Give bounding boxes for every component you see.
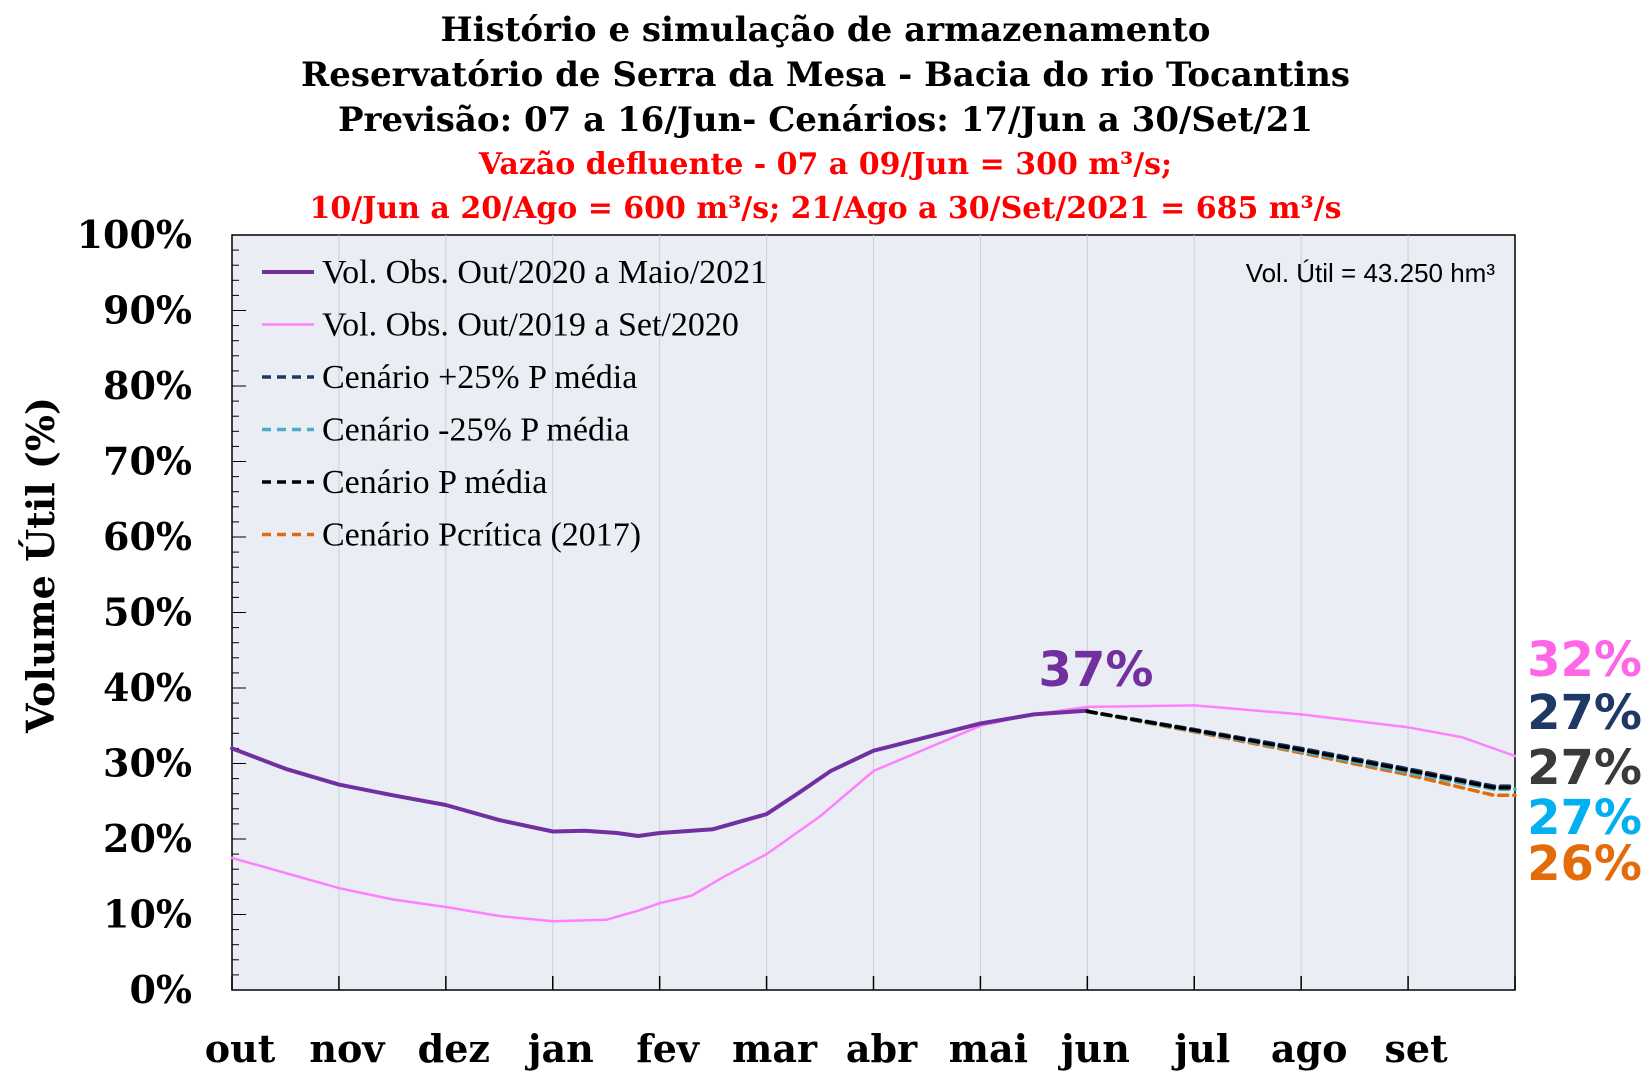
end-label: 27%	[1527, 740, 1642, 796]
y-tick-label: 40%	[103, 665, 192, 710]
y-tick-label: 10%	[103, 892, 192, 937]
legend-entry: Cenário +25% P média	[322, 359, 637, 396]
x-tick-label-nov: nov	[309, 1026, 386, 1071]
end-label: 27%	[1527, 790, 1642, 846]
y-axis-tick-labels: 0% 10% 20% 30% 40% 50% 60% 70% 80% 90% 100%	[77, 212, 192, 1012]
y-tick-label: 0%	[129, 967, 192, 1012]
x-tick-label-abr: abr	[846, 1026, 918, 1071]
legend-entry: Cenário P média	[322, 464, 547, 501]
title-line-1: Histório e simulação de armazenamento	[440, 10, 1211, 50]
legend-entry: Vol. Obs. Out/2019 a Set/2020	[322, 307, 739, 344]
y-tick-label: 80%	[103, 363, 192, 408]
y-tick-label: 50%	[103, 590, 192, 635]
end-label: 26%	[1527, 836, 1642, 892]
series-line-0	[230, 708, 1090, 838]
volume-util-annotation: Vol. Útil = 43.250 hm³	[1246, 258, 1496, 288]
y-axis-label: Volume Útil (%)	[18, 397, 63, 734]
legend-entry: Vol. Obs. Out/2020 a Maio/2021	[322, 254, 767, 291]
axis-ticks	[231, 234, 1516, 991]
gridlines	[338, 235, 1409, 990]
peak-label: 37%	[1039, 642, 1154, 698]
y-tick-label: 30%	[103, 741, 192, 786]
x-tick-label-out: out	[205, 1026, 276, 1071]
title-line-2: Reservatório de Serra da Mesa - Bacia do…	[301, 55, 1350, 95]
end-label: 32%	[1527, 632, 1642, 688]
chart-titles: Histório e simulação de armazenamento Re…	[0, 8, 1651, 231]
y-tick-label: 90%	[103, 288, 192, 333]
x-tick-label-dez: dez	[418, 1026, 490, 1071]
x-tick-label-jul: jul	[1171, 1026, 1230, 1071]
y-tick-label: 100%	[77, 212, 192, 257]
end-value-labels: 32%27%27%27%26%	[1527, 632, 1642, 892]
subtitle-line-4: Vazão defluente - 07 a 09/Jun = 300 m³/s…	[478, 147, 1173, 182]
x-tick-label-jan: jan	[525, 1026, 594, 1071]
x-tick-label-set: set	[1385, 1026, 1449, 1071]
x-tick-label-fev: fev	[636, 1026, 701, 1071]
end-label: 27%	[1527, 685, 1642, 741]
x-tick-label-ago: ago	[1271, 1026, 1348, 1071]
legend-entry: Cenário Pcrítica (2017)	[322, 517, 641, 554]
x-tick-label-mar: mar	[732, 1026, 818, 1071]
title-line-3: Previsão: 07 a 16/Jun- Cenários: 17/Jun …	[337, 100, 1314, 140]
series-line-4	[1085, 709, 1517, 790]
y-tick-label: 70%	[103, 439, 192, 484]
series-layer	[230, 704, 1517, 923]
series-line-1	[230, 704, 1517, 923]
x-axis-tick-labels: out nov dez jan fev mar abr mai jun jul ago set	[205, 1026, 1448, 1071]
subtitle-line-5: 10/Jun a 20/Ago = 600 m³/s; 21/Ago a 30/…	[309, 191, 1342, 226]
y-tick-label: 20%	[103, 816, 192, 861]
y-tick-label: 60%	[103, 514, 192, 559]
legend-entry: Cenário -25% P média	[322, 412, 630, 449]
x-tick-label-jun: jun	[1058, 1026, 1130, 1071]
x-tick-label-mai: mai	[949, 1026, 1028, 1071]
legend: Vol. Obs. Out/2020 a Maio/2021 Vol. Obs. …	[262, 254, 767, 554]
